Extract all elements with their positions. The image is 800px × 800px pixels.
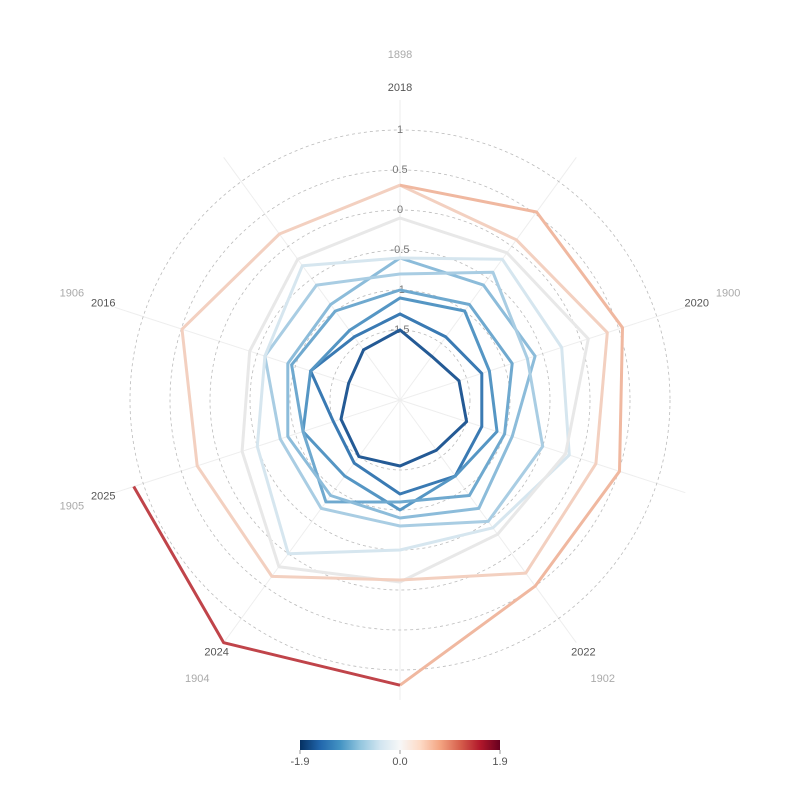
outer-angular-label: 1902 — [591, 673, 615, 685]
grid-circle — [209, 209, 591, 591]
angular-label: 2016 — [91, 297, 115, 309]
outer-angular-label: 1900 — [716, 287, 740, 299]
outer-angular-label: 1906 — [60, 287, 84, 299]
outer-angular-label: 1898 — [388, 49, 412, 61]
colorbar — [300, 740, 500, 750]
grid-circle — [329, 329, 471, 471]
angular-label: 2020 — [684, 297, 708, 309]
radial-tick-label: 1 — [397, 124, 403, 136]
series-closing-segment — [362, 328, 402, 352]
colorbar-tick-label: 1.9 — [492, 756, 507, 768]
grid-circle — [169, 169, 631, 631]
radial-tick-label: 0.5 — [392, 164, 407, 176]
series-line — [301, 296, 499, 512]
series-closing-segment — [329, 256, 402, 307]
series-closing-segment — [333, 288, 402, 313]
radial-tick-label: 0 — [397, 204, 403, 216]
series-closing-segment — [296, 216, 402, 261]
series-closing-segment — [315, 272, 402, 287]
spoke — [223, 399, 401, 643]
angular-label: 2018 — [388, 82, 412, 94]
grid-circle — [129, 129, 671, 671]
series-line — [132, 485, 401, 687]
colorbar-tick-label: 0.0 — [392, 756, 407, 768]
series-line — [290, 288, 514, 504]
series-closing-segment — [300, 256, 402, 268]
series-line — [180, 183, 609, 582]
series-line — [255, 256, 571, 556]
angular-label: 2025 — [91, 490, 115, 502]
series-line — [339, 328, 469, 468]
colorbar-tick-label: -1.9 — [291, 756, 310, 768]
series-closing-segment — [347, 296, 402, 332]
series-line — [240, 216, 590, 584]
series-line — [286, 256, 537, 520]
angular-label: 2022 — [571, 646, 595, 658]
series-line — [263, 270, 545, 528]
series-line — [399, 183, 624, 687]
angular-label: 2024 — [204, 646, 228, 658]
outer-angular-label: 1904 — [185, 673, 209, 685]
outer-angular-label: 1905 — [60, 501, 84, 513]
radial-tick-label: -0.5 — [391, 244, 410, 256]
series-line — [309, 312, 484, 496]
series-closing-segment — [352, 312, 402, 339]
series-closing-segment — [277, 183, 402, 236]
